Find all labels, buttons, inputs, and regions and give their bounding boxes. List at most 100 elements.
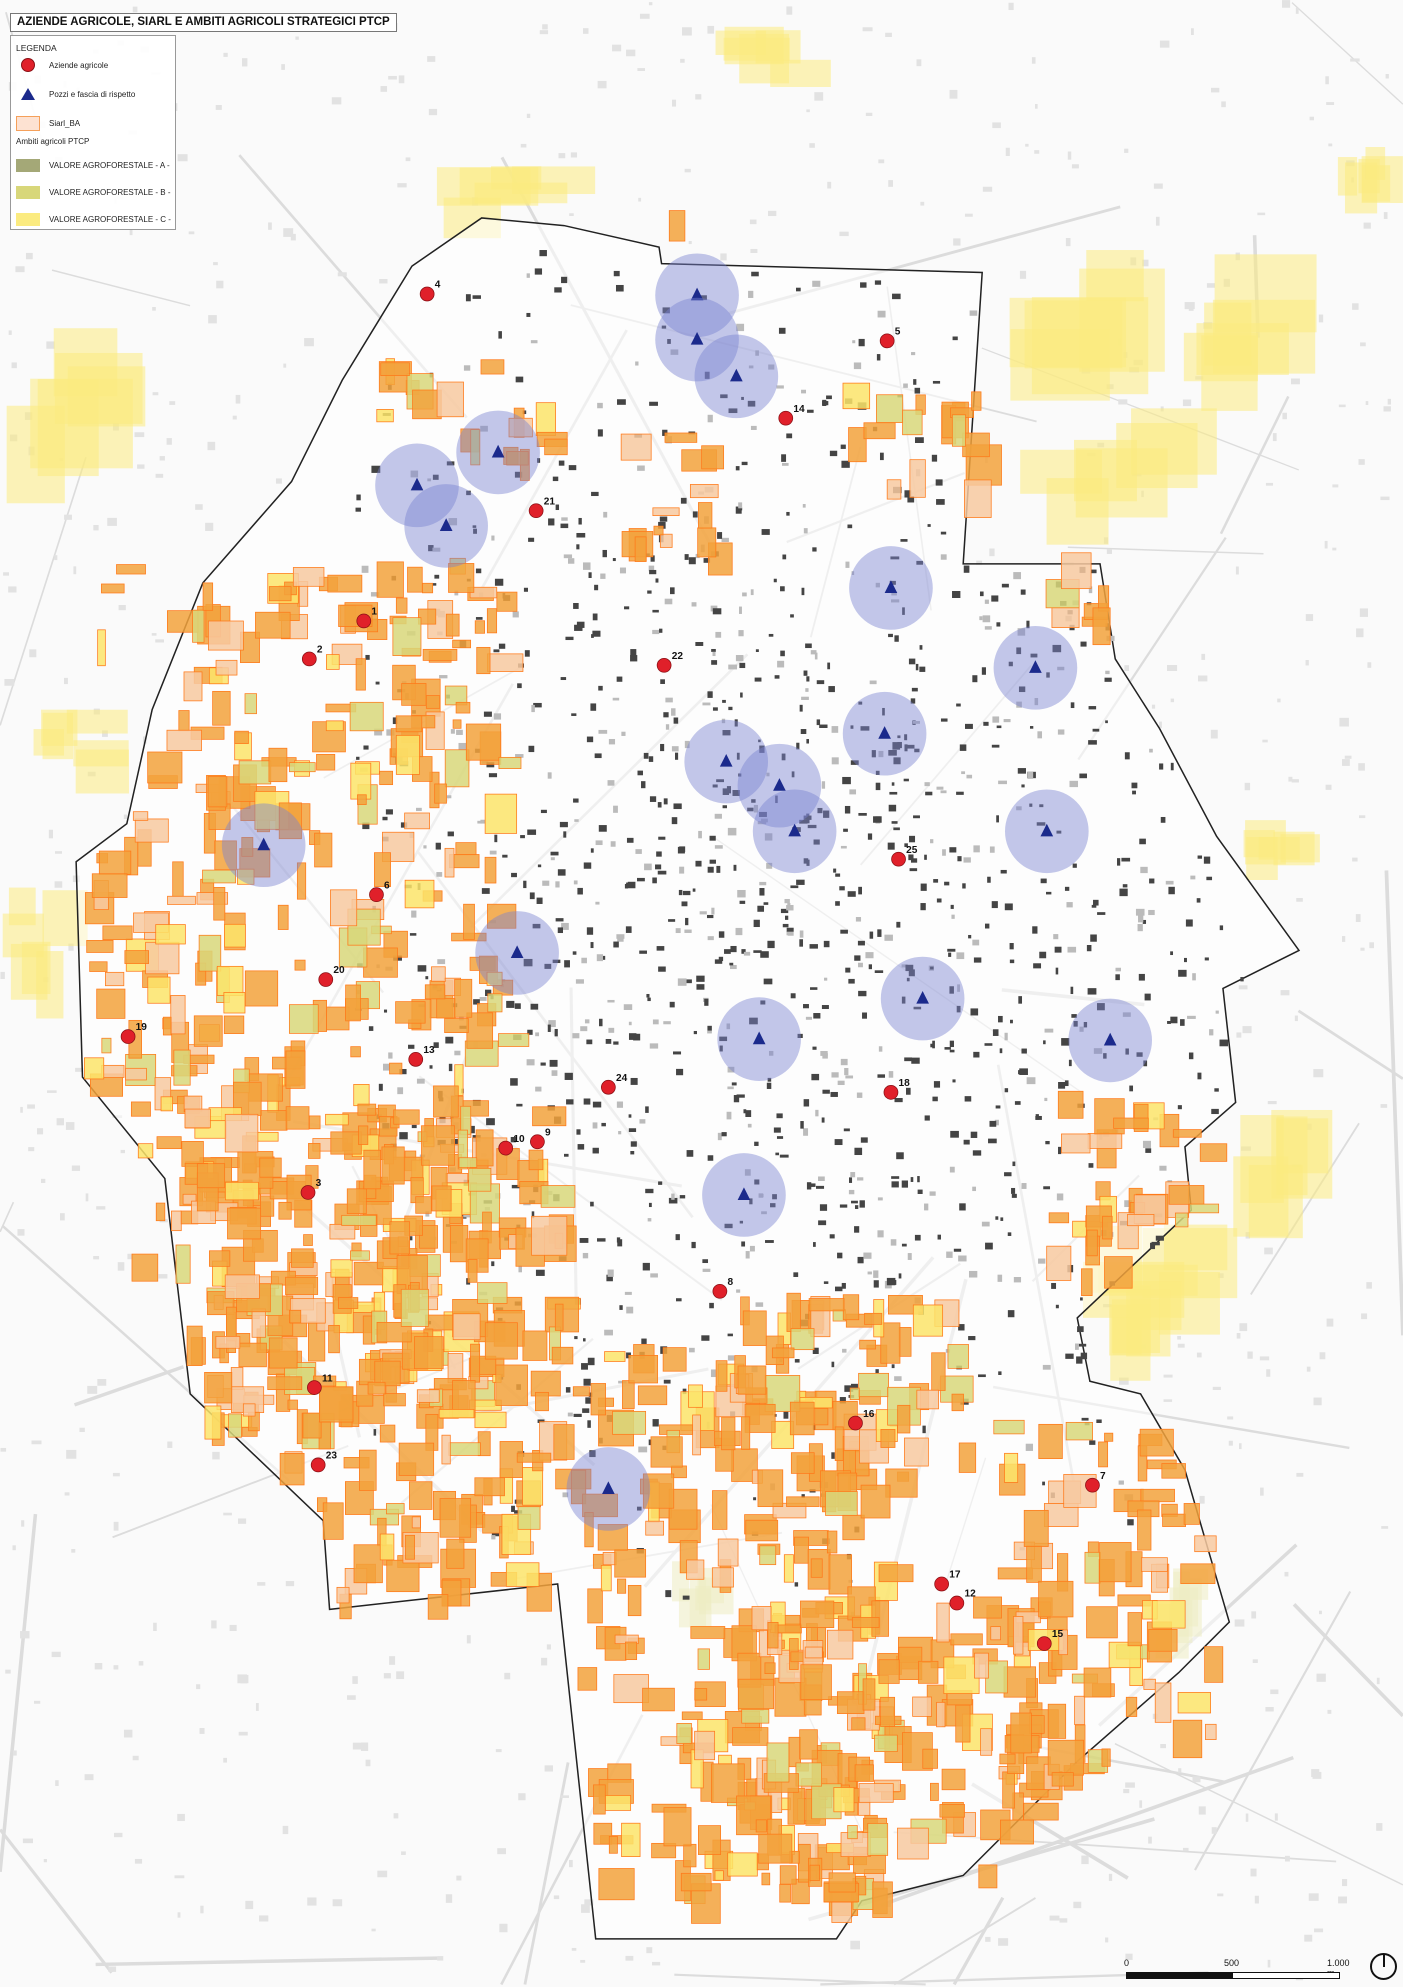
farm-marker[interactable]: 7 bbox=[1085, 1471, 1106, 1493]
well[interactable] bbox=[694, 334, 779, 419]
building bbox=[486, 1118, 495, 1126]
farm-marker[interactable]: 1 bbox=[356, 607, 378, 629]
building bbox=[636, 1506, 642, 1511]
building bbox=[873, 1270, 879, 1278]
legend-subheading: Ambiti agricoli PTCP bbox=[16, 137, 89, 146]
farm-marker[interactable]: 11 bbox=[307, 1373, 333, 1395]
siarl-parcel bbox=[985, 1660, 1008, 1694]
ambito-patch bbox=[1046, 478, 1109, 545]
building bbox=[840, 929, 848, 934]
well[interactable] bbox=[221, 803, 306, 888]
farm-marker[interactable]: 22 bbox=[656, 651, 683, 673]
well[interactable] bbox=[566, 1447, 651, 1531]
farm-marker[interactable]: 17 bbox=[934, 1570, 961, 1592]
building bbox=[703, 558, 711, 563]
well[interactable] bbox=[456, 410, 540, 495]
building bbox=[747, 1123, 752, 1128]
siarl-parcel bbox=[178, 710, 190, 732]
well[interactable] bbox=[404, 484, 488, 568]
farm-marker[interactable]: 18 bbox=[883, 1078, 910, 1100]
farm-marker[interactable]: 10 bbox=[498, 1134, 525, 1156]
building bbox=[806, 739, 810, 744]
farm-marker[interactable]: 3 bbox=[300, 1178, 322, 1200]
building bbox=[963, 857, 971, 863]
building bbox=[568, 465, 577, 471]
farm-marker[interactable]: 2 bbox=[301, 645, 323, 667]
farm-marker[interactable]: 8 bbox=[712, 1277, 734, 1299]
building-outside bbox=[1228, 1440, 1233, 1446]
building-outside bbox=[33, 1700, 41, 1704]
building bbox=[865, 952, 874, 959]
building bbox=[914, 387, 921, 394]
farm-marker[interactable]: 9 bbox=[530, 1127, 551, 1150]
building bbox=[517, 683, 522, 689]
siarl-parcel bbox=[858, 1783, 894, 1803]
siarl-parcel bbox=[260, 1195, 275, 1217]
farm-marker[interactable]: 19 bbox=[120, 1022, 147, 1044]
well[interactable] bbox=[993, 626, 1078, 710]
siarl-parcel bbox=[799, 1729, 818, 1760]
well[interactable] bbox=[375, 443, 459, 528]
well[interactable] bbox=[702, 1153, 786, 1237]
farm-marker[interactable]: 4 bbox=[419, 280, 441, 302]
building bbox=[511, 1505, 515, 1512]
well[interactable] bbox=[842, 691, 927, 776]
siarl-parcel bbox=[697, 527, 717, 558]
building-outside bbox=[1210, 729, 1218, 739]
well[interactable] bbox=[849, 546, 933, 630]
siarl-parcel bbox=[170, 995, 186, 1035]
farm-marker[interactable]: 25 bbox=[891, 845, 918, 867]
road bbox=[0, 457, 87, 726]
building bbox=[741, 949, 746, 954]
farm-marker[interactable]: 21 bbox=[528, 496, 555, 519]
building bbox=[816, 719, 821, 726]
siarl-parcel bbox=[1174, 1212, 1189, 1228]
well[interactable] bbox=[655, 297, 739, 382]
siarl-parcel bbox=[878, 1659, 900, 1684]
building bbox=[582, 1252, 589, 1259]
farm-marker[interactable]: 6 bbox=[369, 880, 390, 903]
farm-marker[interactable]: 13 bbox=[408, 1045, 435, 1067]
farm-marker[interactable]: 20 bbox=[318, 965, 345, 987]
siarl-parcel bbox=[727, 1852, 758, 1877]
well[interactable] bbox=[717, 997, 801, 1081]
farm-marker[interactable]: 23 bbox=[310, 1451, 337, 1473]
farm-marker[interactable]: 14 bbox=[778, 404, 805, 426]
farm-marker[interactable]: 12 bbox=[949, 1589, 976, 1611]
well[interactable] bbox=[737, 743, 822, 828]
siarl-parcel bbox=[506, 451, 529, 466]
building bbox=[450, 729, 455, 734]
siarl-parcel bbox=[367, 1381, 386, 1395]
farm-marker[interactable]: 5 bbox=[879, 327, 901, 349]
well[interactable] bbox=[684, 719, 769, 804]
well[interactable] bbox=[1004, 789, 1089, 874]
farm-marker[interactable]: 16 bbox=[848, 1409, 875, 1431]
well[interactable] bbox=[880, 956, 965, 1041]
well[interactable] bbox=[752, 789, 837, 874]
siarl-parcel bbox=[874, 1734, 898, 1753]
siarl-parcel bbox=[1010, 1712, 1032, 1754]
well[interactable] bbox=[655, 253, 739, 338]
siarl-parcel bbox=[880, 1322, 901, 1364]
building bbox=[1150, 1242, 1156, 1250]
siarl-parcel bbox=[407, 566, 423, 593]
siarl-parcel bbox=[1098, 585, 1110, 612]
building bbox=[848, 1189, 855, 1195]
building bbox=[606, 1274, 613, 1282]
road bbox=[523, 1762, 570, 1985]
building bbox=[623, 1004, 633, 1010]
siarl-parcel bbox=[528, 1149, 544, 1171]
well[interactable] bbox=[1068, 998, 1152, 1083]
well[interactable] bbox=[475, 911, 559, 995]
building bbox=[1026, 1077, 1036, 1085]
building bbox=[644, 863, 652, 871]
siarl-parcel bbox=[617, 1578, 627, 1594]
building bbox=[1140, 866, 1148, 874]
building bbox=[738, 773, 742, 777]
building bbox=[577, 1144, 585, 1150]
farm-marker[interactable]: 15 bbox=[1036, 1629, 1064, 1651]
farm-marker[interactable]: 24 bbox=[601, 1073, 628, 1095]
building bbox=[952, 336, 958, 341]
siarl-parcel bbox=[689, 484, 719, 499]
